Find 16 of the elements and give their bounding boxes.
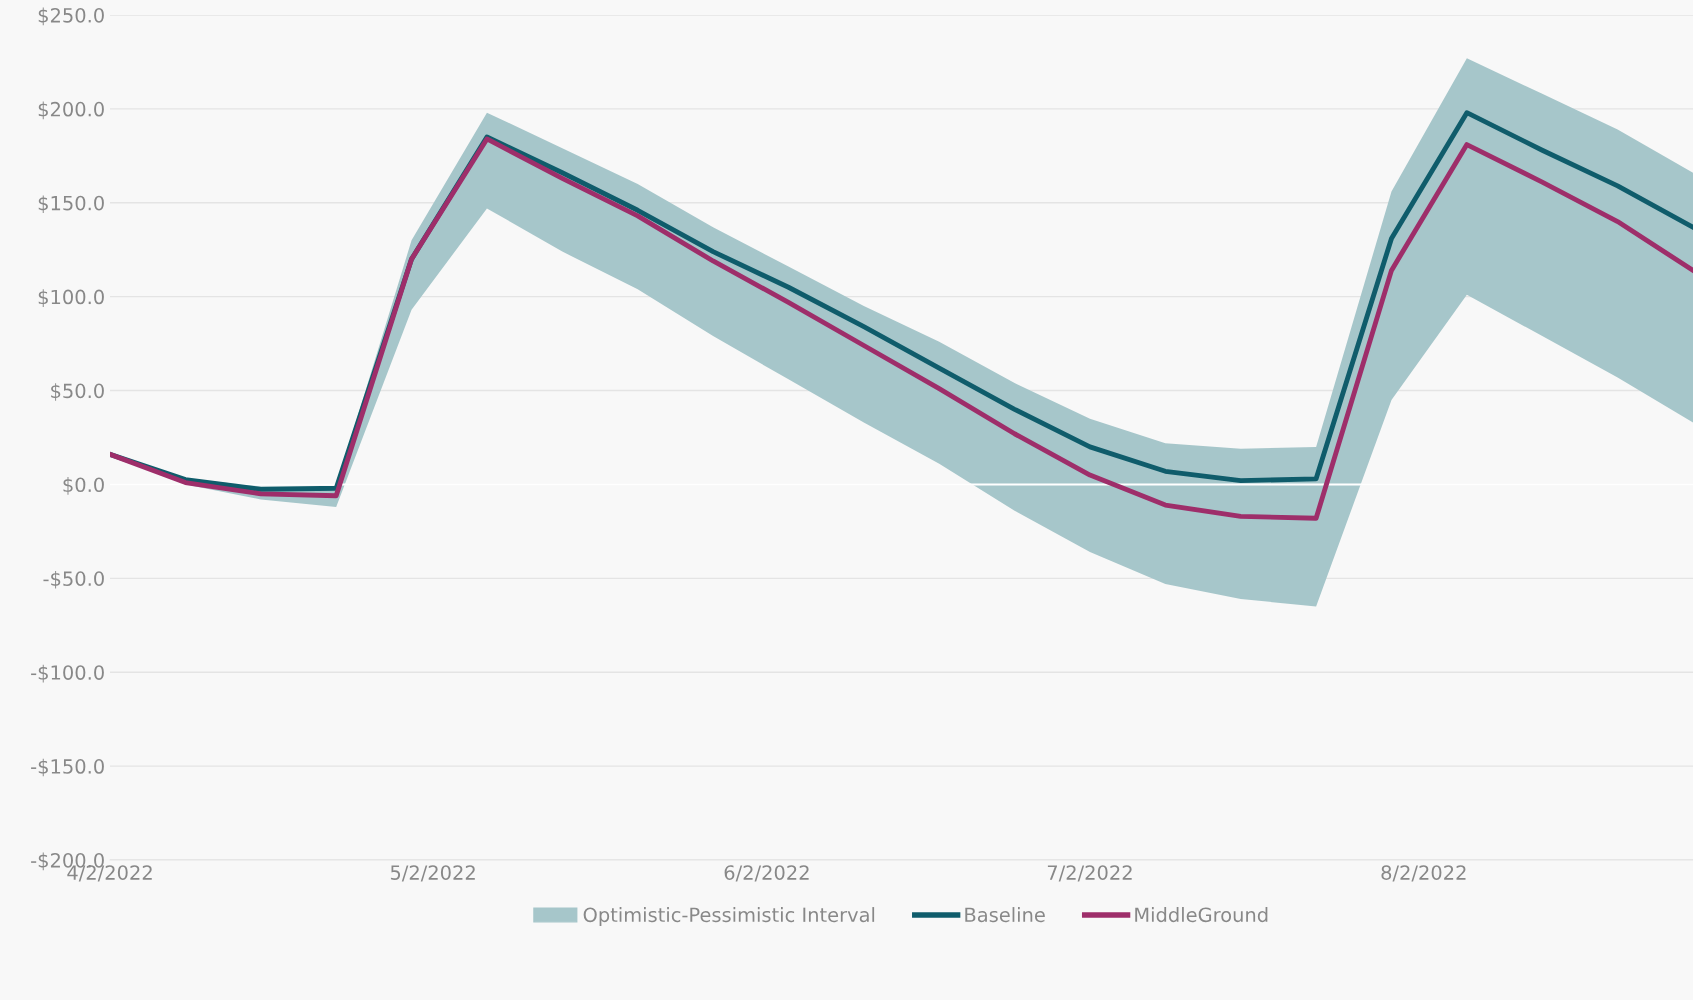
x-tick-label: 6/2/2022 bbox=[724, 865, 809, 882]
legend-label: MiddleGround bbox=[1135, 907, 1268, 923]
x-tick-label: 7/2/2022 bbox=[1047, 865, 1132, 882]
y-tick-label: -$150.0 bbox=[31, 758, 104, 777]
y-tick-label: $0.0 bbox=[63, 477, 104, 495]
legend-label: Optimistic-Pessimistic Interval bbox=[583, 907, 875, 926]
x-tick-label: 8/2/2022 bbox=[1381, 865, 1466, 882]
y-tick-label: $100.0 bbox=[38, 289, 104, 307]
y-tick-label: -$50.0 bbox=[43, 570, 104, 589]
y-tick-label: $50.0 bbox=[51, 383, 104, 401]
legend-label: Baseline bbox=[965, 907, 1045, 923]
y-tick-label: -$100.0 bbox=[31, 664, 104, 683]
y-tick-label: $250.0 bbox=[38, 7, 104, 26]
y-tick-label: $150.0 bbox=[38, 195, 104, 214]
y-tick-label: $200.0 bbox=[38, 101, 104, 120]
x-tick-label: 5/2/2022 bbox=[390, 865, 475, 882]
